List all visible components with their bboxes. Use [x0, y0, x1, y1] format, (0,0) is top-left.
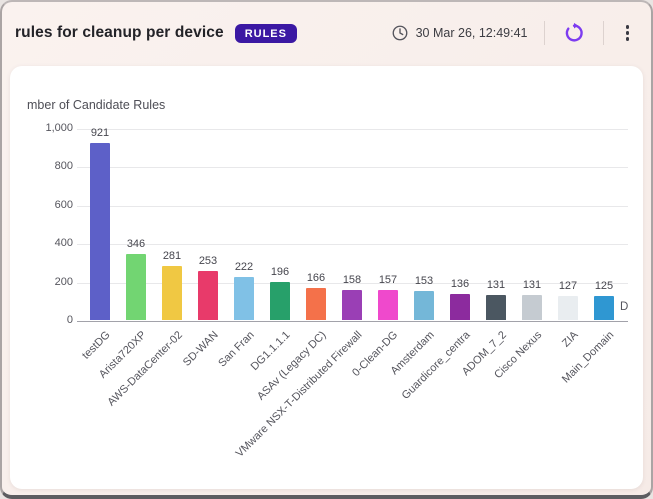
refresh-button[interactable]	[561, 20, 587, 46]
gridline	[77, 244, 628, 246]
gridline	[77, 205, 628, 207]
bar-value-label: 125	[594, 280, 614, 292]
bar[interactable]	[234, 277, 254, 320]
bar-value-label: 921	[90, 127, 110, 139]
bar[interactable]	[558, 296, 578, 320]
divider	[543, 21, 545, 45]
y-tick-label: 1,000	[45, 122, 73, 134]
header-actions: 30 Mar 26, 12:49:41	[391, 20, 635, 46]
bar-value-label: 127	[558, 280, 578, 292]
y-tick-label: 0	[66, 314, 73, 326]
kebab-menu-icon	[625, 25, 629, 29]
bar-value-label: 131	[522, 279, 542, 291]
bar[interactable]	[126, 254, 146, 320]
gridline	[77, 129, 628, 130]
timestamp: 30 Mar 26, 12:49:41	[415, 26, 528, 40]
bar-value-label: 136	[450, 278, 470, 290]
bar[interactable]	[342, 290, 362, 320]
bar[interactable]	[486, 295, 506, 320]
bar[interactable]	[414, 291, 434, 320]
y-tick-label: 200	[54, 275, 73, 288]
bar[interactable]	[162, 266, 182, 320]
bar-value-label: 222	[234, 261, 254, 273]
bar[interactable]	[306, 288, 326, 320]
widget-header: rules for cleanup per device RULES 30 Ma…	[2, 2, 651, 64]
bar-value-label: 346	[126, 238, 146, 250]
gridline	[77, 282, 628, 284]
x-tick-label: testDG	[79, 329, 113, 362]
x-axis-line	[77, 320, 628, 322]
bar[interactable]	[594, 296, 614, 320]
y-tick-label: 400	[54, 237, 73, 250]
clock-icon	[391, 24, 409, 42]
bar[interactable]	[90, 143, 110, 320]
y-tick-label: 800	[54, 160, 73, 173]
bar[interactable]	[522, 295, 542, 320]
widget-title: rules for cleanup per device	[15, 24, 224, 41]
bar[interactable]	[378, 290, 398, 320]
gridline	[77, 167, 628, 169]
chart-card: mber of Candidate Rules D 0 200 400 600 800 1…	[10, 66, 643, 489]
rules-badge: RULES	[234, 23, 297, 43]
x-axis-title: D	[620, 301, 629, 313]
plot-area: D 0 200 400 600 800 1,000 921 testDG 346 Arista72…	[45, 122, 629, 460]
bar[interactable]	[198, 271, 218, 320]
bar-value-label: 166	[306, 272, 326, 284]
bar-value-label: 153	[414, 275, 434, 287]
bar-value-label: 131	[486, 279, 506, 291]
kebab-menu-button[interactable]	[620, 23, 636, 43]
divider	[602, 21, 604, 45]
bar-value-label: 157	[378, 274, 398, 286]
bar-value-label: 281	[162, 250, 182, 262]
bar[interactable]	[450, 294, 470, 320]
chart-title: mber of Candidate Rules	[27, 98, 166, 112]
x-tick-label: Guardicore_centra	[399, 329, 473, 402]
y-tick-label: 600	[54, 198, 73, 211]
refresh-icon	[563, 22, 585, 44]
bar-value-label: 196	[270, 266, 290, 278]
x-tick-label: ZIA	[559, 329, 581, 350]
bar-value-label: 253	[198, 255, 218, 267]
x-tick-label: SD-WAN	[180, 329, 221, 369]
bar-value-label: 158	[342, 274, 362, 286]
bar[interactable]	[270, 282, 290, 320]
